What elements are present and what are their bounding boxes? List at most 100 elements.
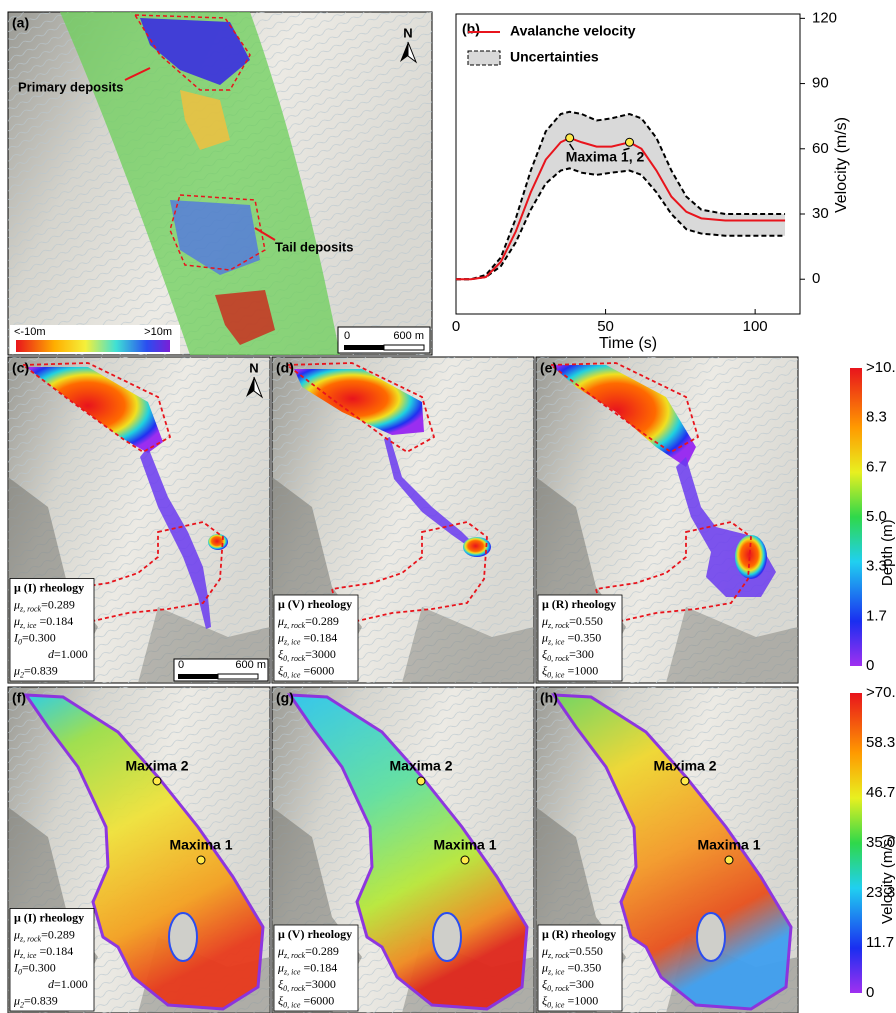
map-panel: (d)μ (V) rheologyμz, rock=0.289μz, ice =… — [272, 357, 534, 683]
parameter-value: =1000 — [564, 993, 598, 1007]
parameter: μ2=0.839 — [13, 993, 58, 1009]
colorbar-label: >10m — [144, 326, 172, 338]
parameter-symbol: μ — [541, 614, 548, 628]
y-tick-label: 30 — [812, 205, 829, 222]
parameter-value: =300 — [569, 647, 594, 661]
maximum-point — [417, 777, 425, 785]
map-panels: (c)N0600 mμ (I) rheologyμz, rock=0.289μz… — [8, 357, 798, 1013]
parameter-value: =3000 — [305, 977, 336, 991]
map-panel: Maxima 2Maxima 1(f)μ (I) rheologyμz, roc… — [8, 687, 270, 1013]
annotation: Maxima 1, 2 — [566, 149, 645, 165]
parameter-subscript: z, rock — [547, 951, 569, 960]
maximum-point — [681, 777, 689, 785]
maximum-point — [461, 856, 469, 864]
parameter-subscript: z, rock — [19, 934, 41, 943]
rheology-title: μ (V) rheology — [278, 597, 352, 611]
parameter-symbol: μ — [13, 927, 20, 941]
parameter-value: =0.184 — [36, 614, 73, 628]
legend-label: Uncertainties — [510, 49, 599, 65]
scalebar — [178, 674, 218, 679]
panel-label: (h) — [540, 690, 558, 706]
colorbar-label: Velocity (m/s) — [879, 834, 896, 924]
annotation: Tail deposits — [275, 239, 354, 254]
parameter-symbol: μ — [13, 614, 20, 628]
parameter-symbol: μ — [13, 944, 20, 958]
north-label: N — [403, 25, 412, 40]
parameter-subscript: z, ice — [283, 637, 301, 646]
velocity-hole — [433, 913, 461, 961]
colorbar-label: Depth (m) — [879, 519, 896, 586]
velocity-hole — [169, 913, 197, 961]
panel-label: (c) — [12, 360, 29, 376]
parameter-value: =6000 — [300, 663, 334, 677]
scalebar-label: 600 m — [235, 659, 266, 671]
colorbar — [16, 340, 170, 352]
parameter-subscript: z, ice — [19, 621, 37, 630]
parameter-symbol: μ — [13, 597, 20, 611]
x-tick-label: 100 — [743, 318, 768, 335]
colorbar-tick-label: >10.0 — [866, 359, 896, 376]
figure: (a) N Primary deposits Tail deposits <-1… — [0, 0, 896, 1013]
parameter-symbol: μ — [13, 663, 20, 677]
parameter-subscript: 0, ice — [547, 1000, 565, 1009]
parameter: μ2=0.839 — [13, 663, 58, 679]
parameter-subscript: z, ice — [547, 637, 565, 646]
parameter: d=1.000 — [48, 647, 88, 661]
parameter-value: =0.289 — [305, 944, 339, 958]
parameter-subscript: 0, rock — [283, 984, 305, 993]
y-tick-label: 90 — [812, 75, 829, 92]
maximum-label: Maxima 2 — [125, 758, 188, 774]
x-tick-label: 50 — [597, 318, 614, 335]
colorbar-tick-label: 8.3 — [866, 409, 887, 426]
parameter-value: =0.839 — [24, 993, 58, 1007]
parameter-value: =1.000 — [54, 977, 88, 991]
parameter-value: =0.550 — [569, 944, 603, 958]
rheology-title: μ (I) rheology — [14, 910, 84, 924]
colorbar-tick-label: 6.7 — [866, 458, 887, 475]
parameter-value: =3000 — [305, 647, 336, 661]
panel-label: (b) — [462, 21, 480, 37]
parameter-symbol: μ — [541, 944, 548, 958]
parameter-value: =0.550 — [569, 614, 603, 628]
parameter-subscript: z, ice — [283, 967, 301, 976]
parameter-value: =6000 — [300, 993, 334, 1007]
deposit — [463, 537, 491, 557]
parameter-value: =0.839 — [24, 663, 58, 677]
parameter-subscript: z, rock — [283, 621, 305, 630]
north-label: N — [249, 360, 258, 375]
map-panel: (e)μ (R) rheologyμz, rock=0.550μz, ice =… — [536, 357, 798, 683]
colorbar-tick-label: 11.7 — [866, 934, 894, 951]
maximum-point — [197, 856, 205, 864]
panel-label: (d) — [276, 360, 294, 376]
maximum-label: Maxima 1 — [697, 837, 760, 853]
velocity-hole — [697, 913, 725, 961]
deposit — [735, 535, 767, 579]
maximum-point — [153, 777, 161, 785]
map-panel: (c)N0600 mμ (I) rheologyμz, rock=0.289μz… — [8, 357, 270, 683]
scalebar-label: 0 — [344, 330, 350, 342]
parameter-subscript: z, ice — [19, 951, 37, 960]
scalebar-label: 600 m — [393, 330, 424, 342]
parameter-subscript: z, ice — [547, 967, 565, 976]
maximum-point — [725, 856, 733, 864]
colorbars: >10.08.36.75.03.31.70Depth (m)>70.058.34… — [850, 359, 896, 1001]
maximum-point — [625, 138, 633, 146]
legend-label: Avalanche velocity — [510, 23, 636, 39]
scalebar — [384, 345, 424, 350]
maximum-label: Maxima 1 — [169, 837, 232, 853]
parameter-value: =0.350 — [564, 630, 601, 644]
chart: (b)0501000306090120Time (s)Velocity (m/s… — [452, 9, 850, 352]
panel-label: (e) — [540, 360, 557, 376]
parameter-subscript: 0, rock — [547, 654, 569, 663]
rheology-title: μ (I) rheology — [14, 580, 84, 594]
parameter-subscript: 0, ice — [283, 670, 301, 679]
maximum-label: Maxima 2 — [653, 758, 716, 774]
rheology-title: μ (R) rheology — [542, 597, 616, 611]
parameter-subscript: 0, rock — [547, 984, 569, 993]
maximum-point — [566, 134, 574, 142]
parameter-value: =1000 — [564, 663, 598, 677]
rheology-title: μ (V) rheology — [278, 927, 352, 941]
panel-label: (a) — [12, 15, 29, 31]
parameter-value: =0.289 — [41, 927, 75, 941]
